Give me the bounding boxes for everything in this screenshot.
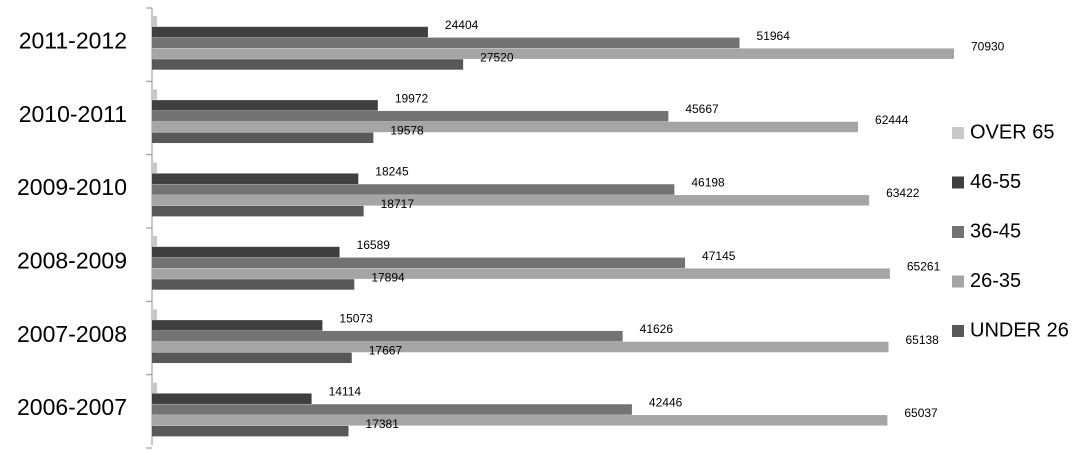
bar-26-35	[152, 341, 889, 353]
data-label-46-55: 24404	[445, 18, 479, 32]
data-label-26-35: 65037	[904, 406, 938, 420]
data-label-46-55: 19972	[395, 91, 429, 105]
bar-under-26	[152, 132, 374, 144]
bar-over-65	[152, 309, 157, 320]
category-label: 2011-2012	[19, 28, 127, 54]
category-label: 2009-2010	[17, 174, 127, 200]
legend: OVER 65 46-55 36-45 26-35 UNDER 26	[952, 121, 1069, 341]
data-label-26-35: 63422	[886, 186, 920, 200]
bar-26-35	[152, 268, 890, 279]
data-label-36-45: 46198	[691, 175, 725, 189]
bars	[152, 16, 954, 437]
legend-label-under-26: UNDER 26	[970, 319, 1069, 341]
legend-swatch-under-26	[952, 325, 964, 337]
data-label-36-45: 42446	[649, 395, 683, 409]
bar-46-55	[152, 320, 323, 331]
data-label-under-26: 27520	[480, 50, 514, 64]
category-label: 2006-2007	[17, 394, 127, 420]
data-label-26-35: 62444	[875, 113, 909, 127]
data-label-36-45: 45667	[685, 102, 719, 116]
bar-over-65	[152, 382, 157, 394]
data-label-26-35: 70930	[971, 40, 1005, 54]
data-label-26-35: 65138	[905, 333, 939, 347]
data-label-under-26: 19578	[390, 124, 424, 138]
bar-under-26	[152, 425, 349, 437]
data-label-under-26: 17894	[371, 270, 405, 284]
bar-over-65	[152, 89, 157, 100]
data-label-46-55: 16589	[357, 238, 391, 252]
legend-swatch-46-55	[952, 176, 964, 189]
bar-under-26	[152, 352, 352, 364]
bar-36-45	[152, 37, 740, 49]
data-label-26-35: 65261	[907, 260, 941, 274]
legend-swatch-26-35	[952, 275, 964, 288]
data-label-36-45: 41626	[640, 322, 674, 336]
bar-46-55	[152, 393, 312, 404]
bar-26-35	[152, 415, 888, 426]
bar-26-35	[152, 195, 870, 206]
bar-26-35	[152, 48, 954, 59]
bar-36-45	[152, 184, 675, 195]
legend-label-over-65: OVER 65	[970, 121, 1054, 143]
category-axis	[146, 7, 153, 449]
bar-36-45	[152, 110, 669, 122]
bar-46-55	[152, 100, 378, 111]
bar-over-65	[152, 162, 157, 174]
bar-under-26	[152, 205, 364, 217]
bar-46-55	[152, 246, 340, 258]
bar-46-55	[152, 173, 359, 184]
data-labels: 2011-2012 24404 51964 70930 27520 2010-2011 19…	[17, 18, 1005, 431]
data-label-46-55: 14114	[329, 385, 362, 399]
data-label-under-26: 17381	[366, 417, 400, 431]
bar-46-55	[152, 26, 428, 38]
bar-over-65	[152, 236, 157, 247]
data-label-46-55: 18245	[375, 165, 409, 179]
bar-26-35	[152, 121, 859, 133]
category-label: 2008-2009	[17, 248, 127, 274]
category-label: 2010-2011	[19, 101, 127, 127]
data-label-under-26: 18717	[381, 197, 415, 211]
legend-label-26-35: 26-35	[970, 270, 1021, 292]
legend-label-36-45: 36-45	[970, 220, 1021, 242]
legend-swatch-36-45	[952, 226, 964, 238]
bar-36-45	[152, 330, 623, 342]
bar-over-65	[152, 16, 157, 27]
bar-under-26	[152, 59, 464, 70]
data-label-under-26: 17667	[369, 344, 403, 358]
legend-swatch-over-65	[952, 127, 964, 139]
legend-label-46-55: 46-55	[970, 171, 1021, 193]
bar-36-45	[152, 404, 632, 415]
data-label-36-45: 51964	[757, 29, 791, 43]
data-label-36-45: 47145	[702, 249, 736, 263]
category-label: 2007-2008	[17, 321, 127, 347]
bar-36-45	[152, 257, 686, 269]
bar-under-26	[152, 279, 355, 290]
data-label-46-55: 15073	[339, 311, 373, 325]
